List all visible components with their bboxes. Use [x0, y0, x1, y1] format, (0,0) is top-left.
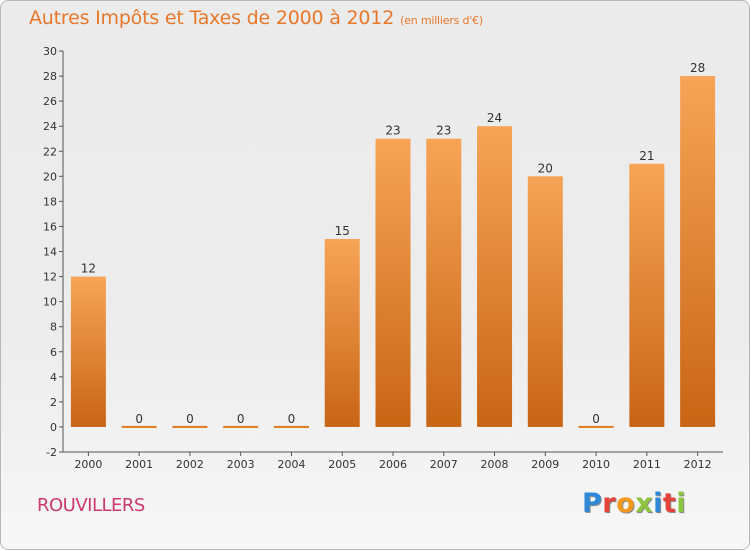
value-labels: 12 0 0 0 0 15 23 23 24 20 0 21 28: [81, 61, 706, 426]
brand-letter: r: [602, 488, 617, 519]
value-label-2001: 0: [135, 412, 143, 426]
brand-letter: P: [582, 488, 603, 519]
y-tick-label: 4: [50, 371, 57, 384]
x-tick-label: 2005: [328, 458, 356, 471]
bar-2009: [527, 176, 563, 427]
brand-letter: o: [616, 488, 636, 519]
bar-2005: [324, 238, 360, 427]
brand-letter: i: [653, 488, 663, 519]
x-tick-label: 2002: [176, 458, 204, 471]
bar-2011: [629, 163, 665, 427]
x-tick-label: 2010: [582, 458, 610, 471]
y-tick-label: 28: [43, 70, 57, 83]
proxiti-logo[interactable]: Proxiti: [582, 488, 686, 519]
y-tick-label: -2: [46, 446, 57, 459]
value-label-2006: 23: [385, 124, 400, 138]
bars: [70, 76, 716, 428]
y-tick-label: 2: [50, 396, 57, 409]
bar-2007: [426, 138, 462, 427]
bar-2004: [273, 425, 309, 428]
y-tick-label: 6: [50, 346, 57, 359]
bar-2006: [375, 138, 411, 427]
x-tick-label: 2008: [481, 458, 509, 471]
value-label-2004: 0: [288, 412, 296, 426]
x-tick-label: 2009: [531, 458, 559, 471]
bar-2001: [121, 425, 157, 428]
x-tick-label: 2000: [74, 458, 102, 471]
bar-2012: [680, 76, 716, 427]
value-label-2009: 20: [538, 161, 553, 175]
place-name: ROUVILLERS: [37, 495, 145, 516]
y-tick-label: 16: [43, 220, 57, 233]
value-label-2000: 12: [81, 262, 96, 276]
y-tick-label: 20: [43, 170, 57, 183]
x-tick-label: 2012: [684, 458, 712, 471]
value-label-2012: 28: [690, 61, 705, 75]
x-tick-label: 2004: [277, 458, 305, 471]
brand-letter: x: [635, 488, 654, 519]
bar-2002: [172, 425, 208, 428]
value-label-2003: 0: [237, 412, 245, 426]
value-label-2010: 0: [592, 412, 600, 426]
bar-2000: [70, 276, 106, 427]
x-tick-label: 2007: [430, 458, 458, 471]
x-tick-label: 2001: [125, 458, 153, 471]
x-tick-label: 2011: [633, 458, 661, 471]
brand-letter: i: [676, 488, 687, 519]
y-tick-label: 10: [43, 296, 57, 309]
y-tick-label: 22: [43, 145, 57, 158]
y-tick-label: 26: [43, 95, 57, 108]
value-label-2002: 0: [186, 412, 194, 426]
y-tick-label: 18: [43, 195, 57, 208]
y-tick-label: 0: [50, 421, 57, 434]
value-label-2005: 15: [335, 224, 350, 238]
bar-2010: [578, 425, 614, 428]
bar-2003: [223, 425, 259, 428]
x-tick-label: 2003: [227, 458, 255, 471]
value-label-2011: 21: [639, 149, 654, 163]
brand-letter: t: [662, 488, 677, 519]
y-tick-label: 30: [43, 45, 57, 58]
chart-title-text: Autres Impôts et Taxes de 2000 à 2012: [29, 7, 395, 29]
bar-2008: [477, 126, 513, 427]
y-tick-label: 8: [50, 321, 57, 334]
y-tick-label: 24: [43, 120, 57, 133]
value-label-2007: 23: [436, 124, 451, 138]
x-tick-label: 2006: [379, 458, 407, 471]
y-tick-label: 14: [43, 246, 57, 259]
y-tick-label: 12: [43, 271, 57, 284]
chart-title: Autres Impôts et Taxes de 2000 à 2012 (en…: [29, 7, 483, 29]
chart-subtitle: (en milliers d'€): [400, 14, 483, 27]
value-label-2008: 24: [487, 111, 502, 125]
